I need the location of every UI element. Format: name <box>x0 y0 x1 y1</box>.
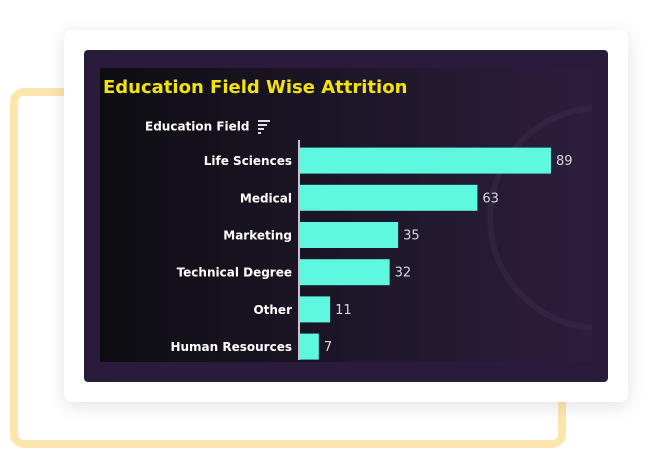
bar <box>299 296 331 323</box>
bar <box>299 222 399 248</box>
y-tick-label: Life Sciences <box>204 154 292 168</box>
plot-background <box>100 68 592 362</box>
value-label: 7 <box>324 340 332 355</box>
bar <box>299 184 478 211</box>
y-tick-label: Medical <box>240 191 292 205</box>
value-label: 35 <box>403 229 420 244</box>
axis-label: Education Field <box>145 120 250 134</box>
value-label: 89 <box>556 154 573 169</box>
y-tick-label: Human Resources <box>170 340 292 354</box>
sort-icon <box>258 120 270 134</box>
y-tick-label: Technical Degree <box>177 266 292 280</box>
value-label: 63 <box>482 191 499 206</box>
y-tick-label: Other <box>253 303 292 317</box>
value-label: 11 <box>335 303 352 318</box>
decor-arc <box>487 105 592 331</box>
y-tick-label: Marketing <box>223 229 292 243</box>
bar <box>299 333 319 360</box>
bar <box>299 147 551 174</box>
value-label: 32 <box>395 266 412 281</box>
chart-title: Education Field Wise Attrition <box>103 77 407 98</box>
chart: Education Field Wise Attrition Education… <box>100 68 592 362</box>
bar <box>299 259 390 286</box>
